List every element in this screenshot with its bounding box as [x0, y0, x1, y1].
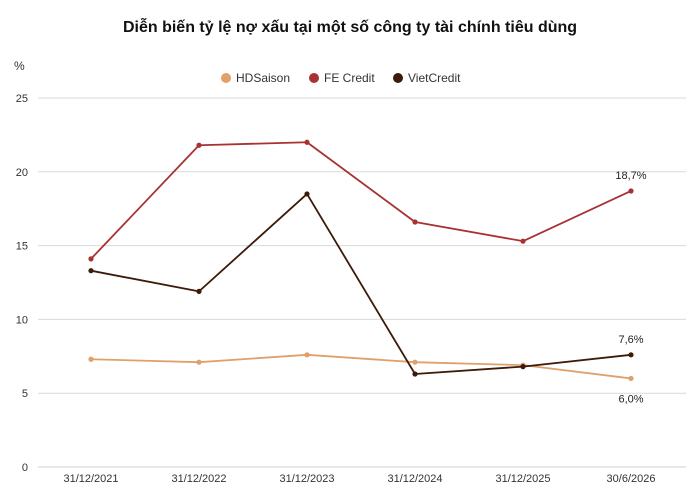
legend-label: HDSaison [236, 71, 290, 85]
legend-marker [221, 73, 231, 83]
data-point-fe-credit [412, 219, 418, 225]
chart-title: Diễn biến tỷ lệ nợ xấu tại một số công t… [123, 17, 577, 36]
data-point-vietcredit [304, 191, 310, 197]
series-hdsaison [88, 352, 634, 382]
legend-label: FE Credit [324, 71, 375, 85]
data-point-fe-credit [196, 142, 202, 148]
data-labels: 6,0% 18,7% 7,6% [615, 170, 646, 405]
series-fe-credit [88, 139, 634, 262]
legend: HDSaison FE Credit VietCredit [221, 71, 461, 85]
series-vietcredit [88, 191, 634, 377]
data-point-vietcredit [88, 268, 94, 274]
data-point-fe-credit [304, 139, 310, 145]
end-label-vietcredit: 7,6% [618, 334, 643, 346]
data-point-vietcredit [628, 352, 634, 358]
data-point-vietcredit [412, 371, 418, 377]
data-point-hdsaison [196, 359, 202, 365]
y-tick-label: 20 [16, 167, 28, 179]
x-tick-label: 31/12/2022 [171, 473, 226, 485]
y-tick-label: 25 [16, 93, 28, 105]
x-tick-label: 31/12/2023 [279, 473, 334, 485]
x-axis-ticks: 31/12/2021 31/12/2022 31/12/2023 31/12/2024… [63, 473, 655, 485]
y-tick-label: 0 [22, 462, 28, 474]
data-point-vietcredit [520, 364, 526, 370]
legend-item-vietcredit: VietCredit [393, 71, 461, 85]
data-point-fe-credit [628, 188, 634, 194]
x-tick-label: 30/6/2026 [607, 473, 656, 485]
legend-label: VietCredit [408, 71, 461, 85]
legend-marker [393, 73, 403, 83]
y-axis-unit: % [14, 59, 25, 73]
series-line-hdsaison [90, 353, 632, 380]
data-point-hdsaison [412, 359, 418, 365]
data-point-hdsaison [628, 375, 634, 382]
grid-lines [38, 97, 686, 468]
y-tick-label: 5 [22, 388, 28, 400]
legend-marker [309, 73, 319, 83]
series-line-fe-credit [90, 141, 632, 260]
x-tick-label: 31/12/2021 [63, 473, 118, 485]
data-point-hdsaison [304, 352, 310, 358]
x-tick-label: 31/12/2025 [495, 473, 550, 485]
y-tick-label: 10 [16, 314, 28, 326]
legend-item-hdsaison: HDSaison [221, 71, 290, 85]
legend-item-fe-credit: FE Credit [309, 71, 375, 85]
data-point-fe-credit [88, 256, 94, 262]
x-tick-label: 31/12/2024 [387, 473, 442, 485]
end-label-fe-credit: 18,7% [615, 170, 646, 182]
y-axis-ticks: 0 5 10 15 20 25 [16, 93, 28, 474]
series-line-vietcredit [90, 193, 632, 375]
data-point-fe-credit [520, 238, 526, 244]
data-point-vietcredit [196, 288, 202, 294]
end-label-hdsaison: 6,0% [618, 393, 643, 405]
y-tick-label: 15 [16, 241, 28, 253]
data-point-hdsaison [88, 356, 94, 362]
series-layer [88, 139, 634, 382]
